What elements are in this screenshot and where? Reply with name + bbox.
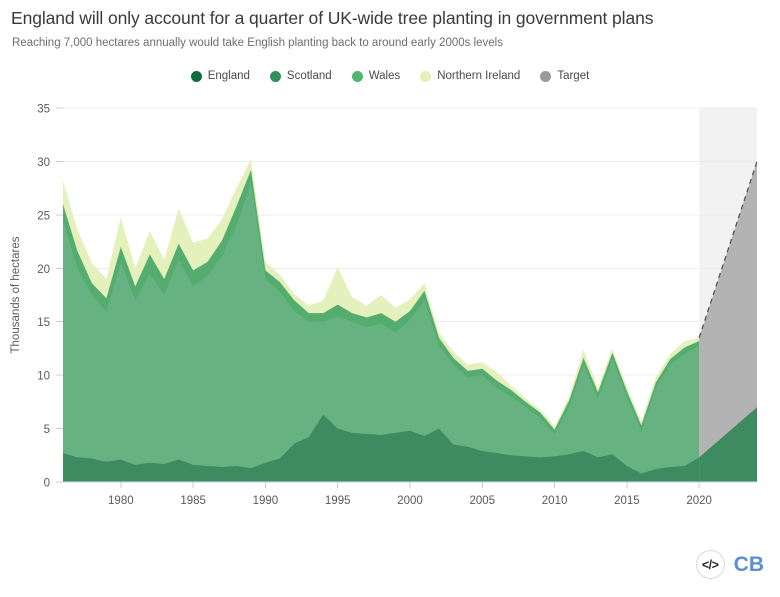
legend-item-label: England [207, 70, 250, 82]
legend-item-scotland[interactable]: Scotland [269, 70, 332, 82]
legend-item-target[interactable]: Target [540, 70, 589, 82]
page-title: England will only account for a quarter … [11, 8, 654, 28]
chart-legend: England Scotland Wales Northern Ireland Targ… [0, 70, 780, 82]
legend-swatch-icon [269, 70, 281, 82]
target-projection-line [698, 161, 758, 338]
legend-item-label: Northern Ireland [437, 70, 521, 82]
area-england [63, 414, 700, 482]
area-target-projection [699, 161, 757, 482]
x-tick-label-1980: 1980 [108, 495, 134, 507]
legend-item-england[interactable]: England [190, 70, 250, 82]
x-tick-label-2010: 2010 [542, 495, 568, 507]
x-tick-label-2005: 2005 [469, 495, 495, 507]
code-embed-icon[interactable]: </> [695, 550, 725, 579]
x-tick-label-2015: 2015 [614, 495, 640, 507]
y-tick-label-20: 20 [37, 264, 50, 276]
legend-item-wales[interactable]: Wales [351, 70, 401, 82]
legend-swatch-icon [190, 70, 202, 82]
y-tick-label-0: 0 [44, 478, 50, 490]
carbon-brief-logo: CB [733, 552, 764, 576]
y-tick-label-25: 25 [37, 210, 50, 222]
legend-item-label: Target [557, 70, 590, 82]
y-tick-label-5: 5 [44, 424, 50, 436]
legend-item-northern-ireland[interactable]: Northern Ireland [420, 70, 520, 82]
page-subtitle: Reaching 7,000 hectares annually would t… [12, 37, 503, 49]
brand-footer: </> CB [695, 550, 764, 579]
legend-item-label: Wales [368, 70, 401, 82]
y-axis-title: Thousands of hectares [10, 236, 22, 353]
y-tick-label-30: 30 [37, 157, 50, 169]
x-tick-label-1990: 1990 [253, 495, 279, 507]
legend-item-label: Scotland [286, 70, 332, 82]
legend-swatch-icon [351, 70, 363, 82]
area-scotland [63, 182, 700, 483]
x-tick-label-1985: 1985 [180, 495, 206, 507]
x-tick-label-2020: 2020 [686, 495, 712, 507]
area-england-projection [699, 407, 757, 482]
y-tick-label-35: 35 [37, 104, 50, 116]
x-tick-label-2000: 2000 [397, 495, 423, 507]
y-tick-label-10: 10 [37, 371, 50, 383]
y-tick-label-15: 15 [37, 317, 50, 329]
legend-swatch-icon [420, 70, 432, 82]
legend-swatch-icon [540, 70, 552, 82]
chart-area: 0 5 10 15 20 25 30 35 1980 1985 1990 1995 2000 2005 20… [0, 92, 780, 542]
x-tick-label-1995: 1995 [325, 495, 351, 507]
stacked-area-chart: 0 5 10 15 20 25 30 35 1980 1985 1990 1995 2000 2005 20… [10, 104, 758, 507]
